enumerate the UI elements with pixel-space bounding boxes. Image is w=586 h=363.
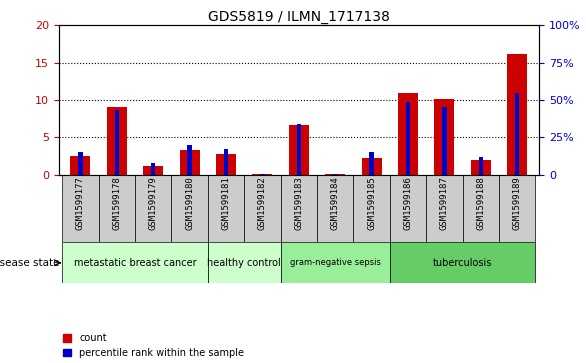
- Bar: [260, 174, 265, 175]
- Bar: [479, 158, 483, 175]
- Bar: [98, 175, 135, 242]
- Bar: [362, 158, 381, 175]
- Bar: [325, 174, 345, 175]
- Bar: [70, 156, 90, 175]
- Bar: [434, 98, 455, 175]
- Bar: [471, 160, 491, 175]
- Bar: [390, 242, 536, 283]
- Bar: [188, 145, 192, 175]
- Bar: [208, 242, 281, 283]
- Text: GSM1599181: GSM1599181: [222, 177, 230, 231]
- Text: healthy control: healthy control: [207, 258, 281, 268]
- Bar: [115, 110, 119, 175]
- Bar: [398, 93, 418, 175]
- Bar: [224, 148, 228, 175]
- Text: GSM1599189: GSM1599189: [513, 177, 522, 231]
- Text: GSM1599178: GSM1599178: [113, 177, 121, 231]
- Bar: [442, 107, 447, 175]
- Text: tuberculosis: tuberculosis: [433, 258, 492, 268]
- Bar: [297, 124, 301, 175]
- Title: GDS5819 / ILMN_1717138: GDS5819 / ILMN_1717138: [208, 11, 390, 24]
- Bar: [62, 175, 98, 242]
- Text: GSM1599179: GSM1599179: [149, 177, 158, 231]
- Legend: count, percentile rank within the sample: count, percentile rank within the sample: [63, 333, 244, 358]
- Text: GSM1599183: GSM1599183: [294, 177, 304, 231]
- Bar: [107, 107, 127, 175]
- Text: gram-negative sepsis: gram-negative sepsis: [290, 258, 381, 267]
- Text: GSM1599182: GSM1599182: [258, 177, 267, 231]
- Bar: [370, 152, 374, 175]
- Bar: [135, 175, 172, 242]
- Text: GSM1599185: GSM1599185: [367, 177, 376, 231]
- Bar: [281, 175, 317, 242]
- Bar: [172, 175, 208, 242]
- Bar: [62, 242, 208, 283]
- Bar: [317, 175, 353, 242]
- Bar: [208, 175, 244, 242]
- Text: GSM1599180: GSM1599180: [185, 177, 194, 231]
- Text: disease state: disease state: [0, 258, 59, 268]
- Bar: [281, 242, 390, 283]
- Text: GSM1599186: GSM1599186: [404, 177, 413, 231]
- Bar: [499, 175, 536, 242]
- Bar: [507, 54, 527, 175]
- Bar: [180, 150, 200, 175]
- Bar: [390, 175, 426, 242]
- Text: metastatic breast cancer: metastatic breast cancer: [74, 258, 196, 268]
- Bar: [353, 175, 390, 242]
- Bar: [143, 166, 163, 175]
- Bar: [79, 152, 83, 175]
- Bar: [216, 154, 236, 175]
- Bar: [515, 93, 519, 175]
- Bar: [289, 125, 309, 175]
- Bar: [463, 175, 499, 242]
- Bar: [406, 102, 410, 175]
- Bar: [426, 175, 463, 242]
- Bar: [253, 174, 272, 175]
- Bar: [151, 163, 155, 175]
- Text: GSM1599187: GSM1599187: [440, 177, 449, 231]
- Bar: [244, 175, 281, 242]
- Text: GSM1599188: GSM1599188: [476, 177, 485, 231]
- Text: GSM1599177: GSM1599177: [76, 177, 85, 231]
- Bar: [333, 174, 338, 175]
- Text: GSM1599184: GSM1599184: [331, 177, 340, 231]
